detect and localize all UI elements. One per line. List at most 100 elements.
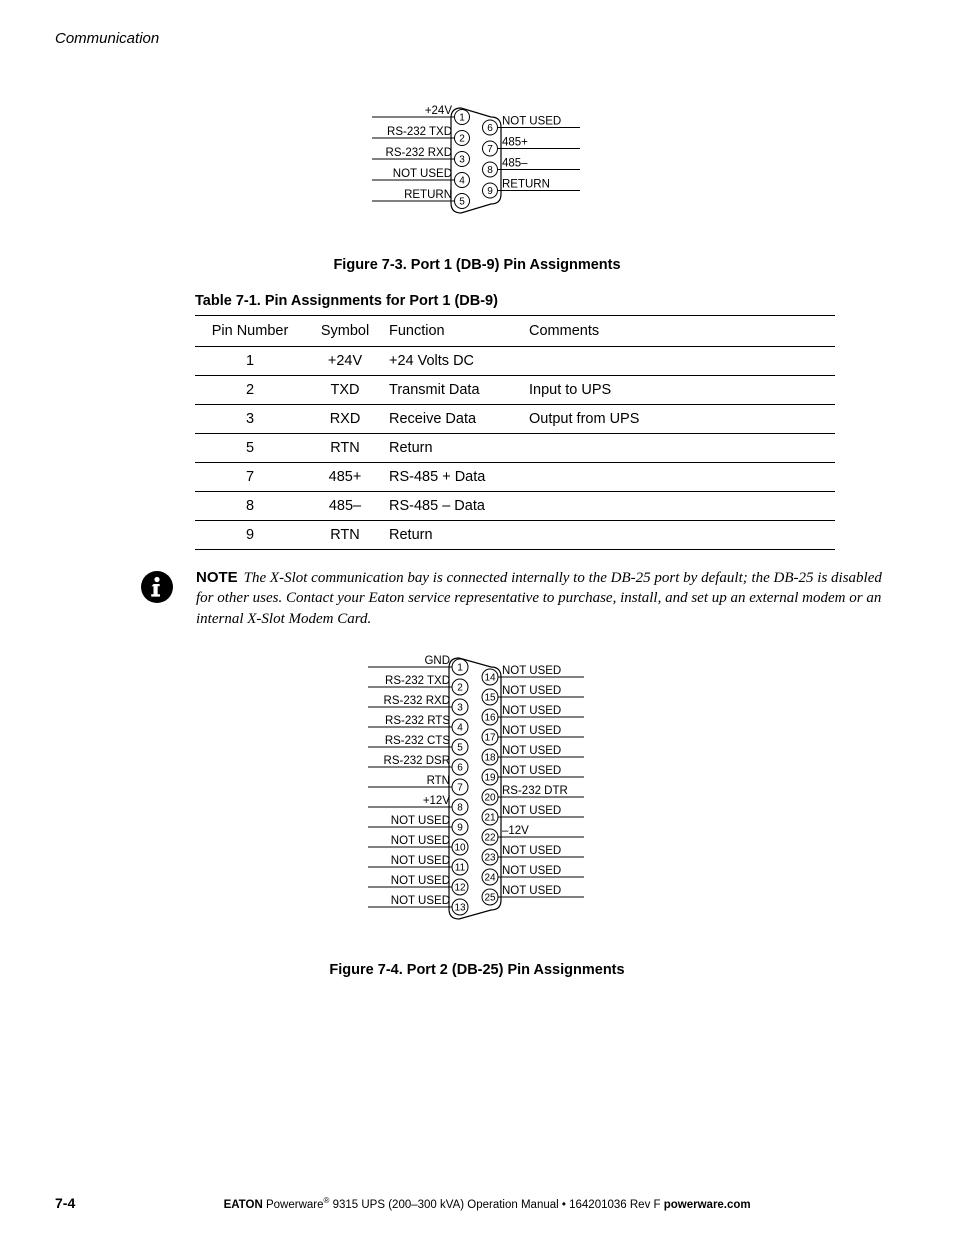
table-row: 2TXDTransmit DataInput to UPS (195, 376, 835, 405)
svg-text:12: 12 (454, 882, 466, 893)
table-cell (525, 492, 835, 521)
svg-text:3: 3 (457, 702, 463, 713)
svg-text:5: 5 (459, 197, 465, 208)
table-cell: 5 (195, 434, 305, 463)
svg-text:+12V: +12V (423, 795, 451, 807)
svg-text:18: 18 (484, 752, 496, 763)
table-cell: RS-485 + Data (385, 463, 525, 492)
svg-text:RS-232 TXD: RS-232 TXD (385, 675, 450, 687)
table-cell: RXD (305, 405, 385, 434)
page-footer: 7-4 EATON Powerware® 9315 UPS (200–300 k… (55, 1195, 899, 1211)
svg-text:10: 10 (454, 842, 466, 853)
svg-text:–12V: –12V (502, 825, 529, 837)
table-cell: RTN (305, 434, 385, 463)
table-cell: RTN (305, 521, 385, 550)
svg-text:NOT USED: NOT USED (502, 725, 561, 737)
svg-text:NOT USED: NOT USED (502, 765, 561, 777)
table-cell: Return (385, 521, 525, 550)
table-cell: 3 (195, 405, 305, 434)
table-row: 7485+RS-485 + Data (195, 463, 835, 492)
table-cell: +24 Volts DC (385, 347, 525, 376)
footer-center-text: EATON Powerware® 9315 UPS (200–300 kVA) … (224, 1196, 751, 1211)
svg-text:14: 14 (484, 672, 496, 683)
svg-text:RS-232 RXD: RS-232 RXD (384, 695, 450, 707)
table-cell: 7 (195, 463, 305, 492)
svg-text:NOT USED: NOT USED (393, 168, 452, 180)
svg-text:9: 9 (487, 186, 493, 197)
svg-text:4: 4 (457, 722, 463, 733)
svg-text:RS-232 DTR: RS-232 DTR (502, 785, 568, 797)
svg-text:4: 4 (459, 176, 465, 187)
svg-text:NOT USED: NOT USED (502, 665, 561, 677)
figure-db9: 1+24V2RS-232 TXD3RS-232 RXD4NOT USED5RET… (55, 101, 899, 273)
svg-text:17: 17 (484, 732, 496, 743)
svg-text:6: 6 (487, 123, 493, 134)
svg-text:+24V: +24V (425, 105, 453, 117)
table-cell: 2 (195, 376, 305, 405)
svg-text:3: 3 (459, 155, 465, 166)
svg-text:NOT USED: NOT USED (502, 845, 561, 857)
db25-connector-svg: 1 GND 2 RS-232 TXD 3 RS-232 RXD 4 RS-232 RTS 5 RS… (332, 651, 622, 946)
svg-text:NOT USED: NOT USED (391, 855, 450, 867)
table-cell: 485+ (305, 463, 385, 492)
section-header: Communication (55, 30, 899, 47)
table-cell: 9 (195, 521, 305, 550)
table-col-header: Symbol (305, 316, 385, 347)
table-cell: Return (385, 434, 525, 463)
figure2-caption: Figure 7-4. Port 2 (DB-25) Pin Assignmen… (55, 962, 899, 978)
svg-text:8: 8 (457, 802, 463, 813)
table-row: 8485–RS-485 – Data (195, 492, 835, 521)
svg-text:RS-232 TXD: RS-232 TXD (387, 126, 452, 138)
svg-text:RS-232 CTS: RS-232 CTS (385, 735, 451, 747)
svg-text:6: 6 (457, 762, 463, 773)
svg-text:NOT USED: NOT USED (391, 895, 450, 907)
table-cell: 485– (305, 492, 385, 521)
svg-text:7: 7 (457, 782, 463, 793)
table-cell: Receive Data (385, 405, 525, 434)
svg-text:13: 13 (454, 902, 466, 913)
svg-text:NOT USED: NOT USED (391, 835, 450, 847)
table-cell (525, 347, 835, 376)
table-cell: TXD (305, 376, 385, 405)
note-label: NOTE (196, 569, 238, 586)
svg-text:7: 7 (487, 144, 493, 155)
svg-text:RS-232 RTS: RS-232 RTS (385, 715, 450, 727)
svg-text:5: 5 (457, 742, 463, 753)
table-col-header: Comments (525, 316, 835, 347)
table-row: 1+24V+24 Volts DC (195, 347, 835, 376)
svg-text:GND: GND (424, 655, 450, 667)
table-cell (525, 521, 835, 550)
svg-text:24: 24 (484, 872, 496, 883)
table-cell: RS-485 – Data (385, 492, 525, 521)
table-title: Table 7-1. Pin Assignments for Port 1 (D… (195, 293, 899, 309)
svg-text:20: 20 (484, 792, 496, 803)
svg-text:1: 1 (457, 662, 463, 673)
table-row: 3RXDReceive DataOutput from UPS (195, 405, 835, 434)
svg-text:485–: 485– (502, 158, 528, 170)
svg-text:NOT USED: NOT USED (502, 865, 561, 877)
table-cell (525, 463, 835, 492)
svg-text:11: 11 (455, 862, 466, 873)
svg-text:NOT USED: NOT USED (502, 885, 561, 897)
table-cell (525, 434, 835, 463)
db9-connector-svg: 1+24V2RS-232 TXD3RS-232 RXD4NOT USED5RET… (342, 101, 612, 241)
svg-text:RTN: RTN (427, 775, 450, 787)
svg-text:NOT USED: NOT USED (502, 705, 561, 717)
figure1-caption: Figure 7-3. Port 1 (DB-9) Pin Assignment… (55, 257, 899, 273)
footer-page-number: 7-4 (55, 1195, 75, 1211)
table-cell: Input to UPS (525, 376, 835, 405)
info-icon (140, 570, 174, 604)
svg-text:RETURN: RETURN (404, 189, 452, 201)
svg-text:NOT USED: NOT USED (502, 685, 561, 697)
svg-text:NOT USED: NOT USED (391, 815, 450, 827)
table-cell: 1 (195, 347, 305, 376)
svg-text:8: 8 (487, 165, 493, 176)
table-cell: 8 (195, 492, 305, 521)
note-text: NOTEThe X-Slot communication bay is conn… (196, 568, 900, 629)
svg-text:RS-232 DSR: RS-232 DSR (384, 755, 450, 767)
figure-db25: 1 GND 2 RS-232 TXD 3 RS-232 RXD 4 RS-232 RTS 5 RS… (55, 651, 899, 978)
svg-text:25: 25 (484, 892, 496, 903)
table-cell: Transmit Data (385, 376, 525, 405)
note-body: The X-Slot communication bay is connecte… (196, 570, 882, 627)
svg-text:2: 2 (457, 682, 463, 693)
